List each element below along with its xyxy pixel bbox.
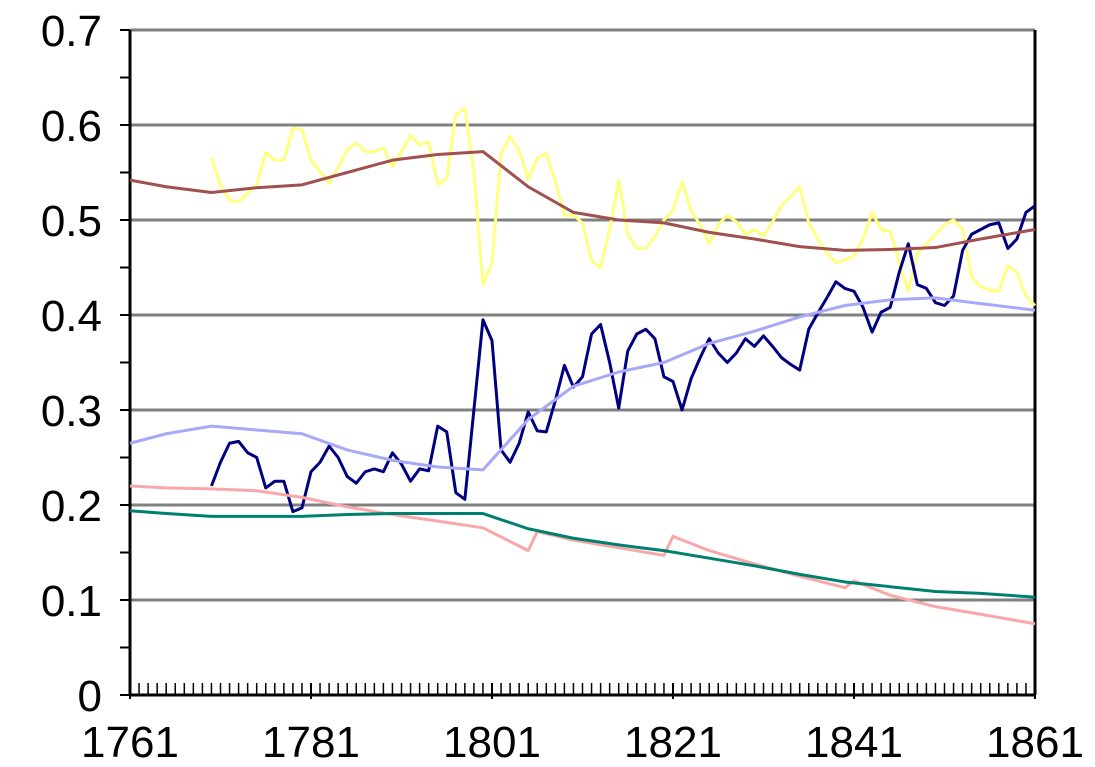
x-tick-label: 1761 [81,718,179,767]
y-tick-label: 0.6 [41,102,102,151]
series-line [210,204,1036,514]
y-tick-label: 0.3 [41,387,102,436]
series-line [129,150,1036,252]
y-tick-label: 0.4 [41,292,102,341]
y-tick-label: 0.1 [41,577,102,626]
y-tick-label: 0.7 [41,7,102,56]
x-tick-label: 1841 [805,718,903,767]
series-line [129,509,1036,599]
x-tick-label: 1781 [262,718,360,767]
y-tick-label: 0 [78,672,102,721]
y-tick-label: 0.2 [41,482,102,531]
x-tick-label: 1821 [624,718,722,767]
series-line [129,296,1036,472]
series-line [210,106,1037,307]
x-tick-label: 1801 [443,718,541,767]
x-tick-label: 1861 [986,718,1084,767]
y-tick-label: 0.5 [41,197,102,246]
series-line [129,484,1036,626]
